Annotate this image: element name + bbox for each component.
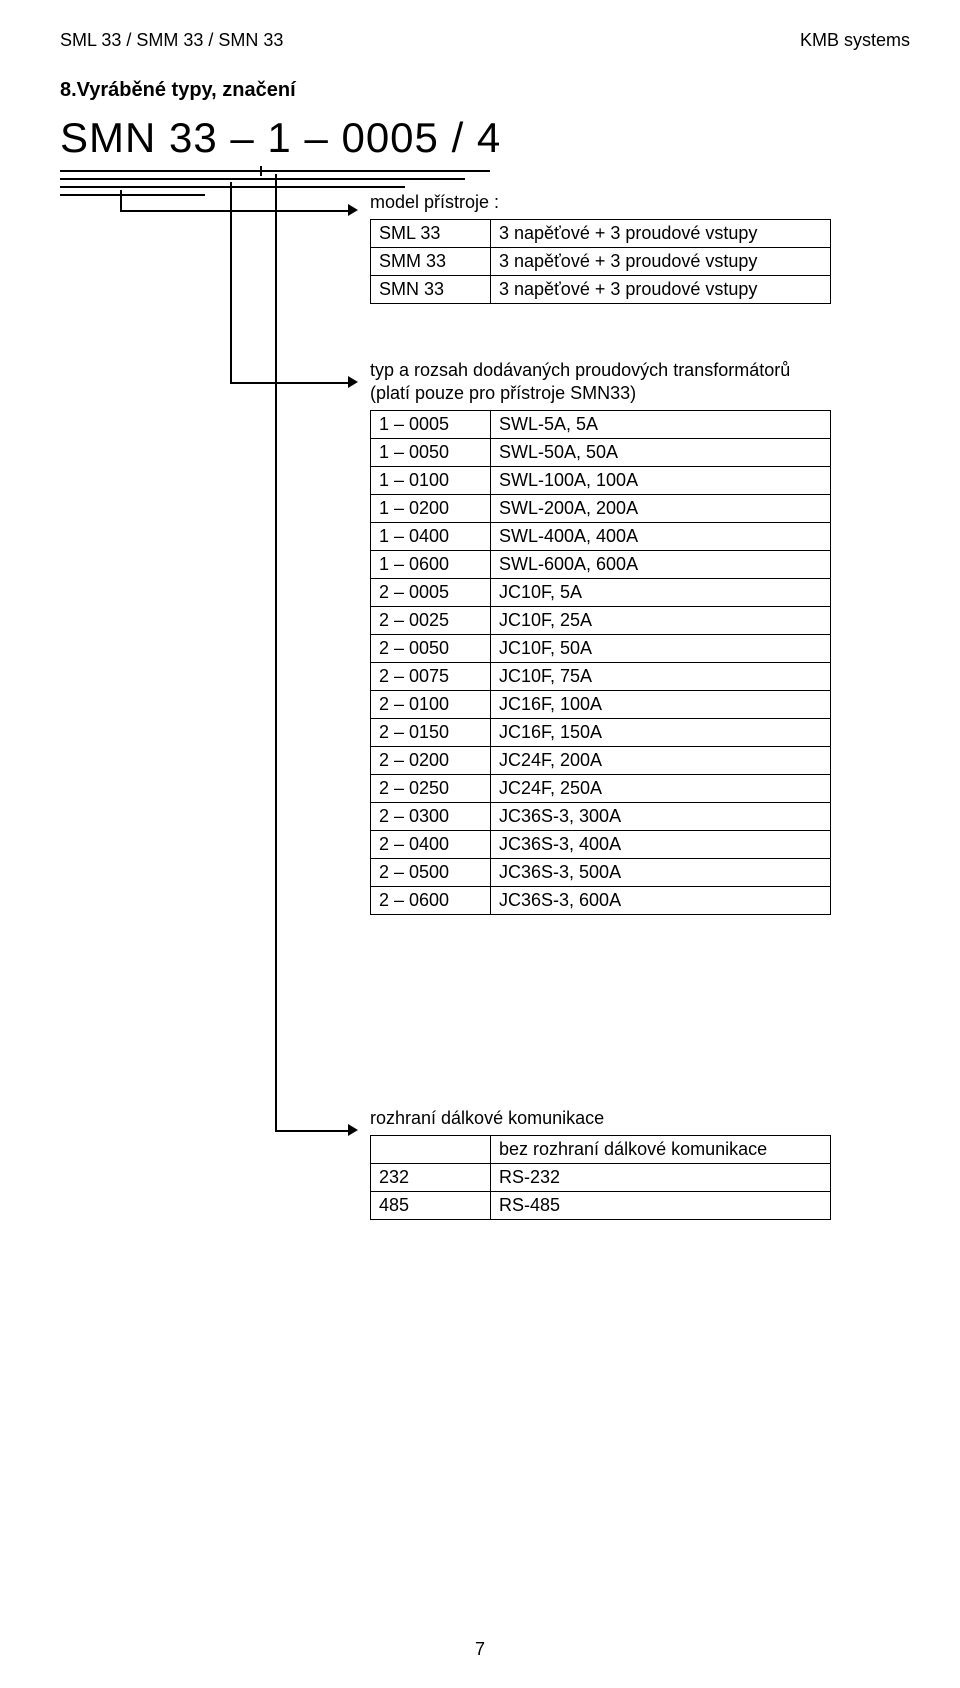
cell: SWL-200A, 200A [491, 495, 831, 523]
cell: 2 – 0300 [371, 803, 491, 831]
table-row: 2 – 0500JC36S-3, 500A [371, 859, 831, 887]
cell: JC16F, 100A [491, 691, 831, 719]
table-row: 2 – 0400JC36S-3, 400A [371, 831, 831, 859]
cell: 2 – 0025 [371, 607, 491, 635]
cell: JC24F, 250A [491, 775, 831, 803]
transformer-block: typ a rozsah dodávaných proudových trans… [370, 360, 831, 915]
model-block-label: model přístroje : [370, 192, 831, 213]
cell: JC10F, 75A [491, 663, 831, 691]
cell: SWL-50A, 50A [491, 439, 831, 467]
table-row: 1 – 0100SWL-100A, 100A [371, 467, 831, 495]
interface-block: rozhraní dálkové komunikace bez rozhraní… [370, 1108, 831, 1220]
cell: SWL-400A, 400A [491, 523, 831, 551]
cell: 485 [371, 1192, 491, 1220]
cell: 3 napěťové + 3 proudové vstupy [491, 220, 831, 248]
table-row: SML 333 napěťové + 3 proudové vstupy [371, 220, 831, 248]
cell: 2 – 0100 [371, 691, 491, 719]
cell: 232 [371, 1164, 491, 1192]
cell: 1 – 0050 [371, 439, 491, 467]
cell: SML 33 [371, 220, 491, 248]
table-row: 2 – 0025JC10F, 25A [371, 607, 831, 635]
cell: JC16F, 150A [491, 719, 831, 747]
cell: 3 napěťové + 3 proudové vstupy [491, 248, 831, 276]
cell: 2 – 0005 [371, 579, 491, 607]
cell: RS-485 [491, 1192, 831, 1220]
cell: JC36S-3, 600A [491, 887, 831, 915]
interface-table: bez rozhraní dálkové komunikace 232RS-23… [370, 1135, 831, 1220]
table-row: bez rozhraní dálkové komunikace [371, 1136, 831, 1164]
transformer-label-2: (platí pouze pro přístroje SMN33) [370, 383, 831, 404]
interface-label: rozhraní dálkové komunikace [370, 1108, 831, 1129]
table-row: 2 – 0250JC24F, 250A [371, 775, 831, 803]
transformer-label-1: typ a rozsah dodávaných proudových trans… [370, 360, 831, 381]
cell: SMN 33 [371, 276, 491, 304]
cell: 1 – 0005 [371, 411, 491, 439]
cell [371, 1136, 491, 1164]
cell: 2 – 0500 [371, 859, 491, 887]
cell: SWL-5A, 5A [491, 411, 831, 439]
cell: 2 – 0050 [371, 635, 491, 663]
model-block: model přístroje : SML 333 napěťové + 3 p… [370, 192, 831, 304]
table-row: 485RS-485 [371, 1192, 831, 1220]
page-number: 7 [0, 1639, 960, 1660]
table-row: 2 – 0150JC16F, 150A [371, 719, 831, 747]
table-row: SMN 333 napěťové + 3 proudové vstupy [371, 276, 831, 304]
table-row: 1 – 0005SWL-5A, 5A [371, 411, 831, 439]
table-row: 2 – 0005JC10F, 5A [371, 579, 831, 607]
model-code-text: SMN 33 – 1 – 0005 / 4 [60, 114, 501, 161]
table-row: 2 – 0200JC24F, 200A [371, 747, 831, 775]
cell: JC24F, 200A [491, 747, 831, 775]
cell: SMM 33 [371, 248, 491, 276]
cell: 1 – 0200 [371, 495, 491, 523]
header-right: KMB systems [800, 30, 910, 51]
cell: JC10F, 5A [491, 579, 831, 607]
table-row: 2 – 0100JC16F, 100A [371, 691, 831, 719]
cell: JC10F, 25A [491, 607, 831, 635]
page-header: SML 33 / SMM 33 / SMN 33 KMB systems [60, 30, 910, 51]
cell: SWL-600A, 600A [491, 551, 831, 579]
cell: 3 napěťové + 3 proudové vstupy [491, 276, 831, 304]
model-table: SML 333 napěťové + 3 proudové vstupy SMM… [370, 219, 831, 304]
cell: 1 – 0400 [371, 523, 491, 551]
cell: SWL-100A, 100A [491, 467, 831, 495]
header-left: SML 33 / SMM 33 / SMN 33 [60, 30, 283, 51]
cell: 2 – 0250 [371, 775, 491, 803]
table-row: 2 – 0600JC36S-3, 600A [371, 887, 831, 915]
cell: 2 – 0200 [371, 747, 491, 775]
table-row: 1 – 0400SWL-400A, 400A [371, 523, 831, 551]
table-row: 1 – 0600SWL-600A, 600A [371, 551, 831, 579]
table-row: SMM 333 napěťové + 3 proudové vstupy [371, 248, 831, 276]
cell: 1 – 0100 [371, 467, 491, 495]
table-row: 2 – 0300JC36S-3, 300A [371, 803, 831, 831]
cell: JC36S-3, 400A [491, 831, 831, 859]
table-row: 232RS-232 [371, 1164, 831, 1192]
cell: 1 – 0600 [371, 551, 491, 579]
cell: 2 – 0150 [371, 719, 491, 747]
cell: 2 – 0600 [371, 887, 491, 915]
cell: 2 – 0075 [371, 663, 491, 691]
table-row: 2 – 0050JC10F, 50A [371, 635, 831, 663]
table-row: 1 – 0200SWL-200A, 200A [371, 495, 831, 523]
cell: JC36S-3, 500A [491, 859, 831, 887]
table-row: 1 – 0050SWL-50A, 50A [371, 439, 831, 467]
section-title: 8.Vyráběné typy, značení [60, 79, 910, 102]
cell: bez rozhraní dálkové komunikace [491, 1136, 831, 1164]
model-code: SMN 33 – 1 – 0005 / 4 [60, 114, 501, 162]
cell: 2 – 0400 [371, 831, 491, 859]
cell: RS-232 [491, 1164, 831, 1192]
transformer-table: 1 – 0005SWL-5A, 5A 1 – 0050SWL-50A, 50A … [370, 410, 831, 915]
cell: JC10F, 50A [491, 635, 831, 663]
cell: JC36S-3, 300A [491, 803, 831, 831]
table-row: 2 – 0075JC10F, 75A [371, 663, 831, 691]
